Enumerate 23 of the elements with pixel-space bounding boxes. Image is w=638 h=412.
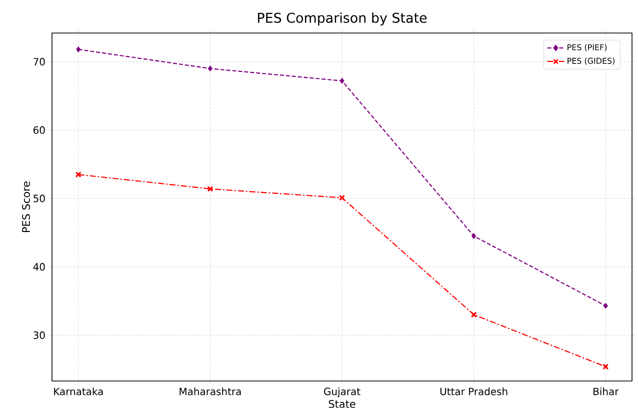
x-tick-label: Gujarat: [324, 388, 360, 398]
x-tick-label: Bihar: [594, 388, 619, 396]
y-tick-label: 40: [33, 263, 45, 271]
x-tick-label: Karnataka: [54, 388, 103, 396]
point: [339, 194, 345, 201]
x-tick-label: Maharashtra: [180, 388, 241, 396]
y-axis-title: PES Score: [22, 181, 30, 232]
point: [208, 66, 212, 72]
point: [207, 186, 213, 192]
chart-title: PES Comparison by State: [258, 12, 427, 26]
y-tick-label: 60: [34, 126, 45, 134]
y-tick-label: 70: [34, 58, 45, 66]
x-axis-title: State: [328, 400, 356, 408]
point: [340, 78, 344, 84]
y-tick-label: 30: [34, 331, 45, 339]
x-tick-label: Uttar Pradesh: [440, 388, 508, 396]
point: [471, 312, 477, 318]
y-tick-label: 50: [34, 194, 45, 202]
point: [76, 46, 81, 52]
point: [76, 172, 82, 178]
point: [602, 364, 608, 370]
point: [603, 302, 608, 309]
point: [472, 233, 476, 240]
